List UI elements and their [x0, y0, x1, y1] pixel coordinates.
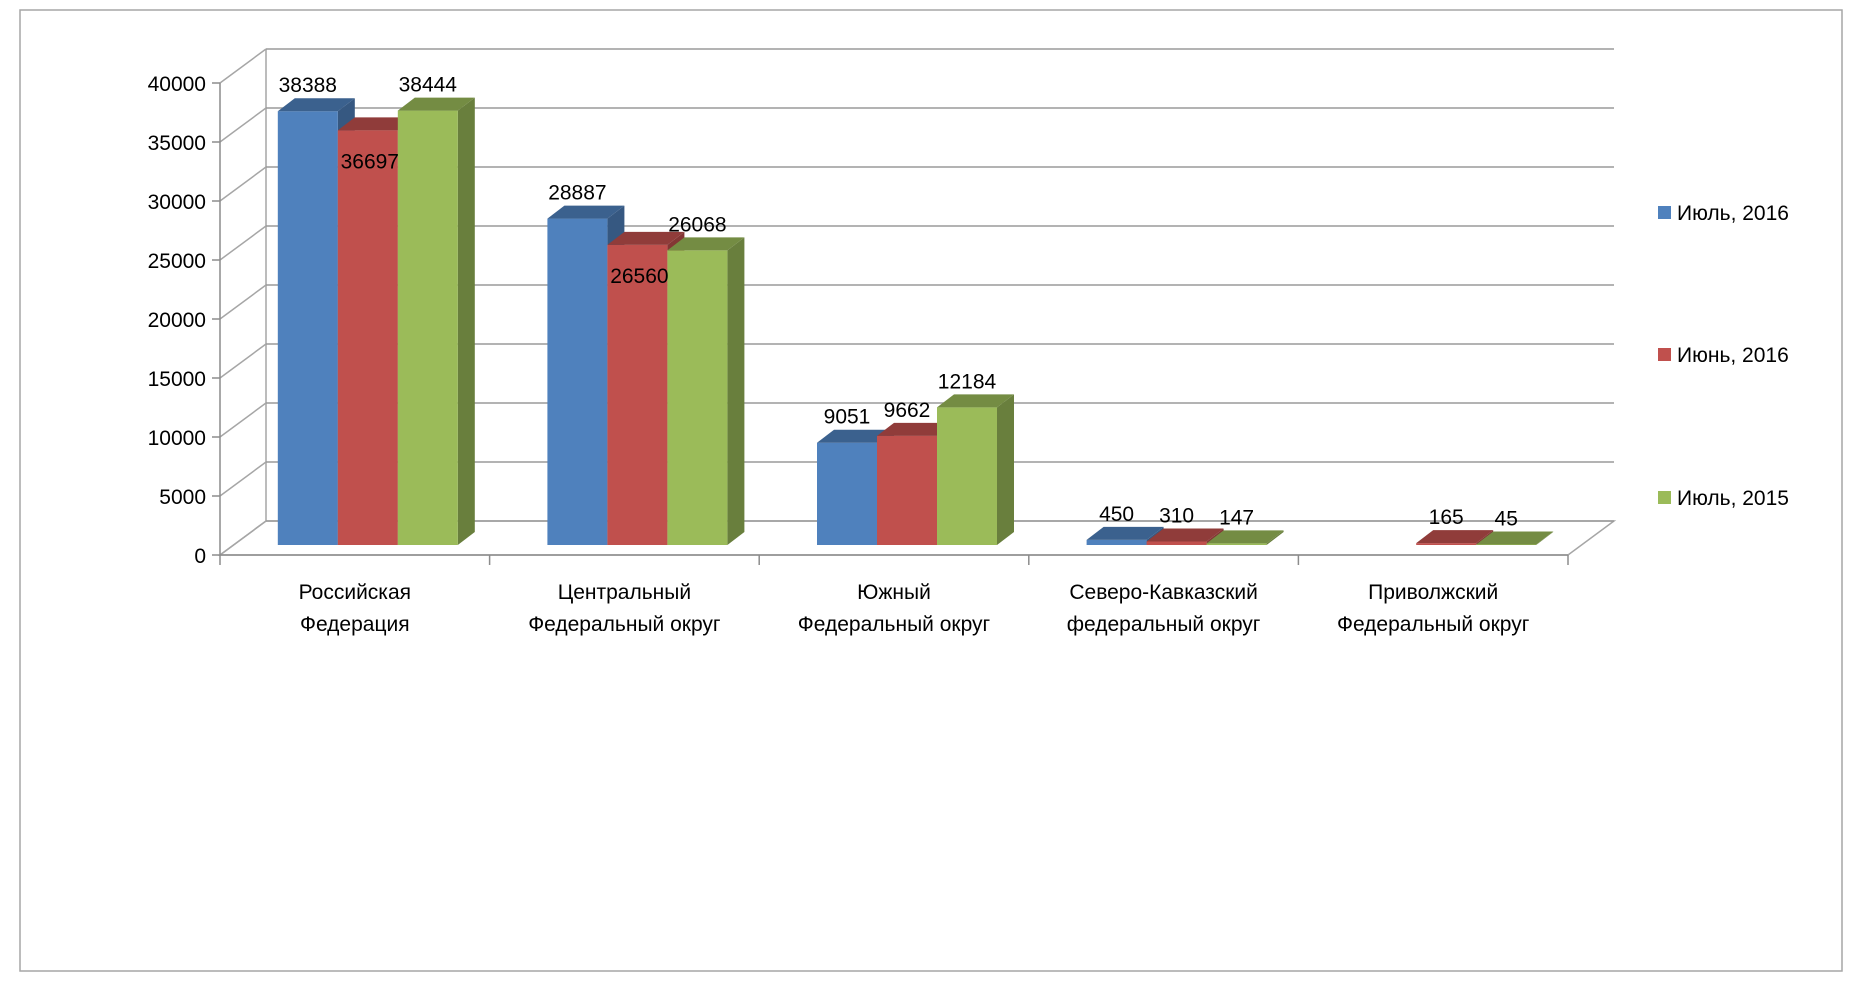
side-gridline	[219, 402, 267, 438]
data-label: 450	[1099, 503, 1134, 526]
bar	[397, 97, 475, 546]
bar-front	[877, 435, 937, 545]
bar-front	[1146, 541, 1207, 545]
y-axis: 0 5000 10000 15000 20000 25000 30000 35000 40000	[148, 73, 221, 568]
data-label: 26560	[610, 265, 668, 288]
x-tick-label: Приволжский	[1368, 581, 1498, 604]
bar-front	[277, 111, 338, 545]
bar-top	[1476, 531, 1554, 545]
bar-top	[337, 117, 415, 131]
side-gridline	[219, 284, 267, 320]
x-tick-label: федеральный округ	[1067, 613, 1261, 636]
y-tick-label: 25000	[148, 250, 206, 273]
bar-top	[817, 429, 894, 443]
side-gridline	[219, 48, 267, 84]
y-tick-label: 0	[194, 545, 206, 568]
bar-front	[607, 244, 668, 545]
bar-top	[1206, 530, 1284, 544]
side-gridline	[219, 107, 267, 143]
data-label: 9051	[824, 406, 871, 429]
bar	[937, 394, 1014, 545]
legend-label: Июль, 2016	[1677, 202, 1789, 225]
data-label: 36697	[341, 150, 399, 173]
side-gridline	[219, 225, 267, 261]
data-label: 12184	[938, 370, 997, 393]
data-labels: 38388 36697 38444 28887 26560 26068 9051 9662 12…	[279, 74, 1518, 531]
data-label: 147	[1219, 506, 1254, 529]
bars	[277, 97, 1554, 546]
x-tick-label: Федеральный округ	[798, 613, 991, 636]
bar-front	[1476, 544, 1537, 545]
y-tick-label: 5000	[159, 486, 206, 509]
bar-front	[1416, 543, 1477, 545]
legend-label: Июнь, 2016	[1677, 344, 1789, 367]
bar-side	[727, 237, 745, 546]
legend-swatch	[1658, 348, 1671, 361]
x-tick-label: Северо-Кавказский	[1069, 581, 1258, 604]
bar-top	[667, 237, 745, 251]
data-label: 38444	[399, 74, 458, 97]
side-gridline	[219, 343, 267, 379]
x-tick-label: Южный	[857, 581, 931, 604]
bar-front	[937, 407, 997, 545]
side-gridline	[219, 166, 267, 202]
bar	[1206, 530, 1284, 545]
bar-top	[547, 205, 625, 219]
gridlines	[219, 48, 1614, 556]
data-label: 26068	[668, 213, 726, 236]
data-label: 9662	[884, 399, 931, 422]
y-tick-label: 15000	[148, 368, 206, 391]
legend-item: Июль, 2016	[1658, 202, 1789, 225]
y-tick-label: 40000	[148, 73, 206, 96]
bar	[667, 237, 745, 546]
bar	[1476, 531, 1554, 545]
bar-side	[457, 97, 475, 546]
side-gridline	[219, 461, 267, 497]
bar-top	[1086, 526, 1164, 540]
x-tick-label: Центральный	[558, 581, 691, 604]
y-tick-label: 35000	[148, 132, 206, 155]
legend: Июль, 2016 Июнь, 2016 Июль, 2015	[1658, 202, 1789, 510]
bar-side	[1266, 530, 1284, 545]
x-tick-label: Федерация	[300, 613, 410, 636]
bar-top	[1416, 530, 1494, 544]
bar-front	[397, 110, 458, 546]
legend-swatch	[1658, 491, 1671, 504]
x-tick-label: Федеральный округ	[1337, 613, 1530, 636]
bar-top	[937, 394, 1014, 408]
bar-side	[997, 394, 1014, 545]
legend-item: Июнь, 2016	[1658, 344, 1789, 367]
bar-top	[397, 97, 475, 111]
x-tick-label: Российская	[299, 581, 411, 604]
bar-front	[817, 442, 877, 545]
legend-swatch	[1658, 206, 1671, 219]
y-tick-label: 30000	[148, 191, 206, 214]
bar-top	[1146, 528, 1224, 542]
legend-label: Июль, 2015	[1677, 487, 1789, 510]
bar-side	[1536, 531, 1554, 545]
bar-front	[337, 130, 398, 545]
bar-top	[877, 422, 954, 436]
x-tick-label: Федеральный округ	[528, 613, 721, 636]
data-label: 28887	[548, 182, 606, 205]
legend-item: Июль, 2015	[1658, 487, 1789, 510]
y-tick-label: 10000	[148, 427, 206, 450]
data-label: 45	[1495, 507, 1518, 530]
side-gridline	[219, 520, 267, 556]
bar-top	[277, 98, 355, 112]
bar-front	[547, 218, 608, 545]
data-label: 38388	[279, 74, 337, 97]
bar-top	[607, 231, 685, 245]
x-axis: Российская Федерация Центральный Федеральны…	[219, 554, 1569, 636]
bar-front	[1086, 539, 1147, 545]
data-label: 165	[1429, 506, 1464, 529]
bar-front	[667, 250, 728, 546]
bar-front	[1206, 543, 1267, 545]
y-tick-label: 20000	[148, 309, 206, 332]
data-label: 310	[1159, 504, 1194, 527]
